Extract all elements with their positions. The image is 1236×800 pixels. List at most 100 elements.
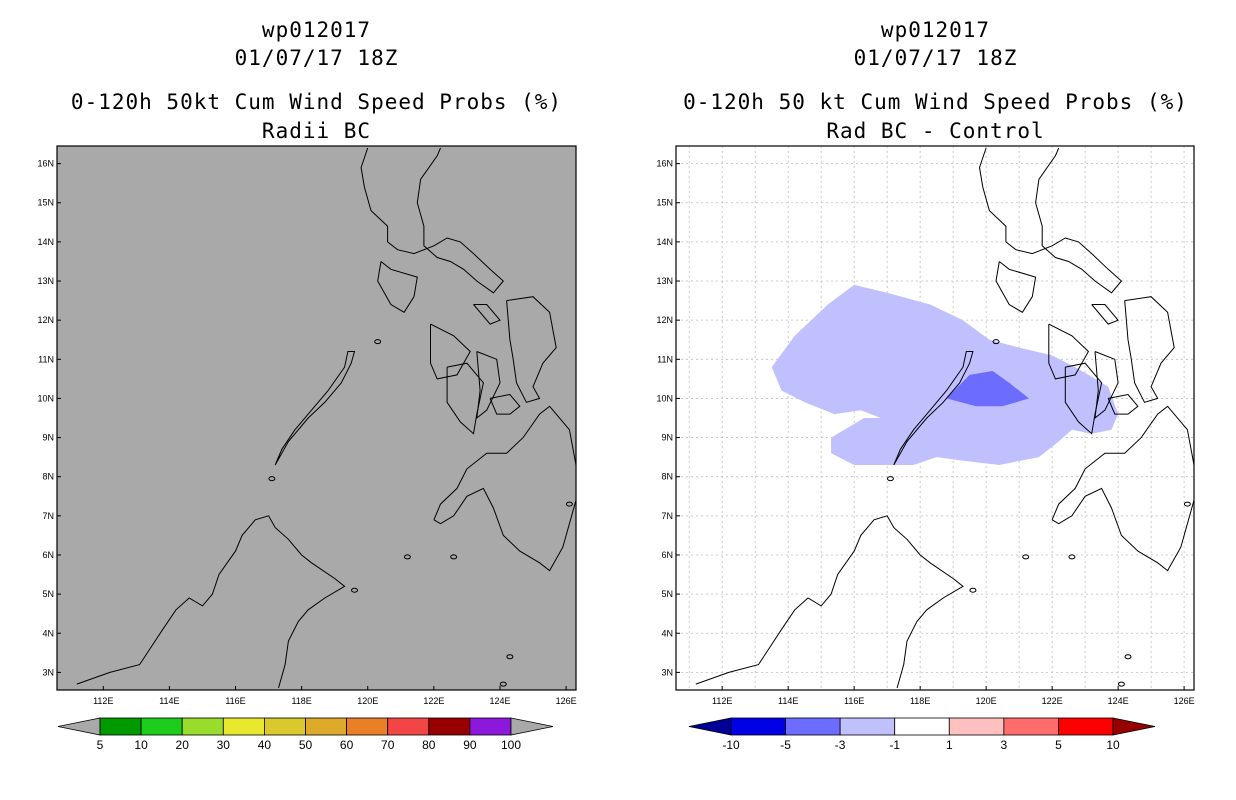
- left-coastline: [476, 351, 501, 420]
- right-coastline: [1094, 351, 1119, 420]
- left-small-island: [268, 476, 276, 482]
- left-y-tick-label: 16N: [37, 159, 54, 169]
- left-x-tick-label: 118E: [291, 696, 311, 706]
- left-small-island: [565, 501, 573, 507]
- right-small-island: [992, 339, 1000, 345]
- left-colorbar-swatch: [346, 717, 389, 736]
- left-colorbar-swatch: [222, 717, 265, 736]
- right-y-tick-label: 15N: [656, 198, 673, 208]
- left-colorbar-label: 100: [501, 738, 521, 752]
- right-panel: 112E 114E 116E 118E 120E 122E 124E 126E 3N 4N 5N 6N…: [656, 145, 1195, 752]
- right-y-tick-label: 7N: [661, 511, 673, 521]
- left-small-island: [403, 554, 411, 560]
- right-x-tick-label: 116E: [844, 696, 864, 706]
- left-coastline: [430, 323, 471, 380]
- right-colorbar-swatch: [1058, 717, 1114, 736]
- left-small-island: [351, 587, 359, 593]
- left-x-tick-label: 126E: [556, 696, 577, 706]
- right-region-medium-blue: [946, 371, 1029, 407]
- right-colorbar-low-arrow: [688, 717, 732, 736]
- left-colorbar-label: 50: [299, 738, 313, 752]
- left-coastline: [433, 405, 576, 572]
- left-coastline: [506, 296, 557, 403]
- right-title-product: 0-120h 50 kt Cum Wind Speed Probs (%): [683, 90, 1188, 114]
- right-colorbar-label: -1: [889, 738, 900, 752]
- left-colorbar-swatch: [428, 717, 471, 736]
- left-colorbar-swatch: [263, 717, 306, 736]
- right-small-island: [886, 476, 894, 482]
- right-y-tick-label: 11N: [657, 354, 673, 364]
- left-coastline: [446, 362, 484, 435]
- right-y-tick-label: 14N: [656, 237, 673, 247]
- right-colorbar-label: 5: [1055, 738, 1062, 752]
- right-colorbar-high-arrow: [1112, 717, 1156, 736]
- right-gridlines: [676, 146, 1194, 690]
- left-colorbar-swatch: [469, 717, 512, 736]
- left-title-storm: wp012017: [261, 18, 372, 42]
- right-y-tick-label: 5N: [661, 589, 673, 599]
- left-colorbar-swatch: [99, 717, 142, 736]
- left-small-island: [374, 339, 382, 345]
- left-colorbar-label: 20: [176, 738, 190, 752]
- right-y-tick-label: 3N: [661, 667, 673, 677]
- left-x-tick-label: 114E: [159, 696, 179, 706]
- left-coastline: [473, 304, 501, 325]
- right-colorbar-swatch: [785, 717, 841, 736]
- left-coastline: [377, 261, 418, 313]
- right-x-tick-label: 112E: [712, 696, 732, 706]
- left-y-tick-label: 13N: [37, 276, 54, 286]
- right-colorbar-label: 3: [1001, 738, 1008, 752]
- right-coastline: [1091, 304, 1119, 325]
- right-x-tick-label: 118E: [910, 696, 930, 706]
- right-colorbar-label: 1: [946, 738, 953, 752]
- left-y-axis: 3N 4N 5N 6N 7N 8N 9N 10N 11N 12N 13N 14N 15N 16N: [37, 159, 61, 677]
- right-y-tick-label: 6N: [661, 550, 673, 560]
- right-colorbar-label: -5: [780, 738, 791, 752]
- right-y-tick-label: 12N: [656, 315, 673, 325]
- left-colorbar: 5 10 20 30 40 50 60 70 80 90 100: [57, 717, 554, 752]
- right-coastlines: [695, 147, 1194, 689]
- right-colorbar-swatch: [894, 717, 950, 736]
- right-coastline: [893, 351, 974, 466]
- left-coastline: [489, 393, 521, 415]
- left-colorbar-swatch: [140, 717, 183, 736]
- right-coastline: [1064, 362, 1103, 435]
- left-colorbar-label: 40: [258, 738, 272, 752]
- right-colorbar: -10 -5 -3 -1 1 3 5 10: [688, 717, 1156, 752]
- left-colorbar-label: 70: [381, 738, 395, 752]
- right-colorbar-swatch: [948, 717, 1005, 736]
- right-x-tick-label: 114E: [778, 696, 798, 706]
- left-panel: 112E 114E 116E 118E 120E 122E 124E 126E 3N 4N 5N 6N…: [37, 145, 577, 752]
- left-y-tick-label: 11N: [38, 354, 54, 364]
- right-small-island: [969, 587, 977, 593]
- left-y-tick-label: 5N: [42, 589, 54, 599]
- left-colorbar-low-arrow: [57, 717, 101, 736]
- right-plot-area: [676, 146, 1194, 690]
- left-small-island: [450, 554, 458, 560]
- left-y-tick-label: 7N: [42, 511, 54, 521]
- right-x-tick-label: 126E: [1174, 696, 1195, 706]
- right-coastline: [1107, 393, 1139, 415]
- right-y-tick-label: 13N: [656, 276, 673, 286]
- left-y-tick-label: 4N: [42, 628, 54, 638]
- left-y-tick-label: 15N: [37, 198, 54, 208]
- right-coastline: [1048, 323, 1090, 380]
- left-colorbar-label: 90: [463, 738, 477, 752]
- left-y-tick-label: 8N: [42, 472, 54, 482]
- right-coastline: [695, 515, 964, 689]
- left-title-time: 01/07/17 18Z: [234, 46, 399, 70]
- right-title-storm: wp012017: [880, 18, 991, 42]
- left-coastline: [360, 147, 504, 294]
- left-small-island: [506, 654, 514, 660]
- right-y-tick-label: 4N: [661, 628, 673, 638]
- right-title-time: 01/07/17 18Z: [853, 46, 1018, 70]
- left-colorbar-swatch: [305, 717, 347, 736]
- left-y-tick-label: 12N: [37, 315, 54, 325]
- left-title-subtitle: Radii BC: [261, 119, 372, 143]
- left-plot-area: [76, 147, 576, 689]
- left-colorbar-label: 30: [217, 738, 231, 752]
- left-coastline: [76, 515, 346, 689]
- right-y-axis: 3N 4N 5N 6N 7N 8N 9N 10N 11N 12N 13N 14N 15N 16N: [656, 159, 680, 677]
- left-x-tick-label: 124E: [489, 696, 510, 706]
